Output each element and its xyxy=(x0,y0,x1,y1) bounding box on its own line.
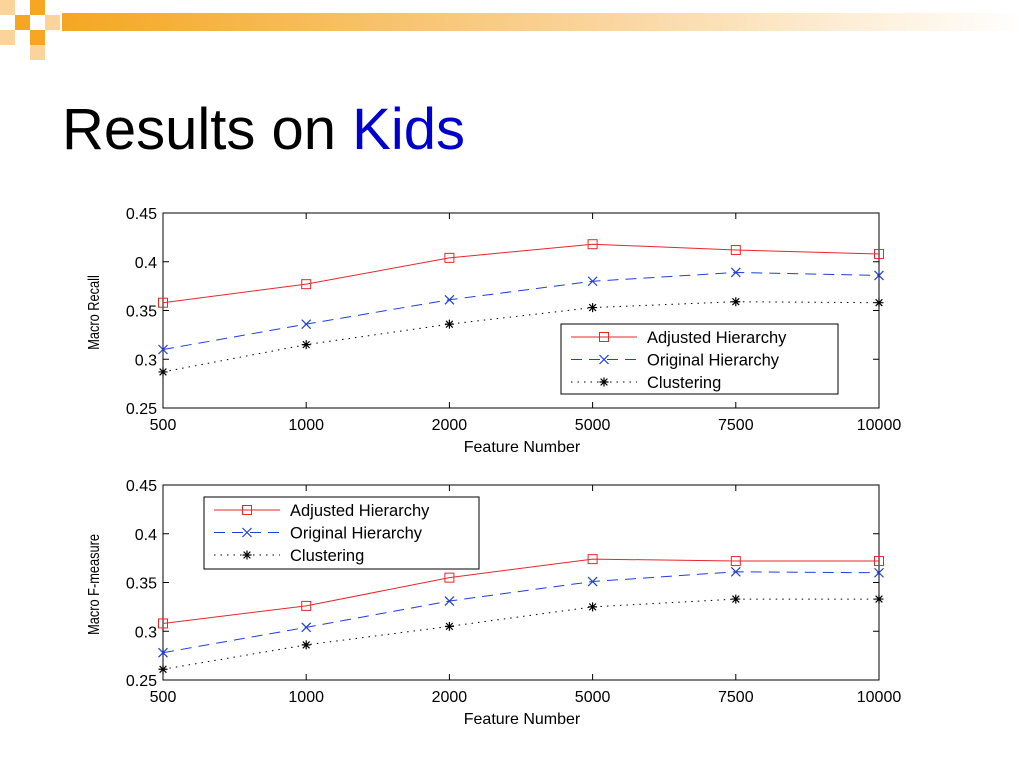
y-axis-label: Macro Recall xyxy=(86,275,104,350)
data-point xyxy=(158,344,168,355)
data-point xyxy=(588,602,598,612)
data-point xyxy=(874,594,884,604)
slide-decoration xyxy=(0,0,1024,60)
data-point xyxy=(158,647,168,658)
legend: Adjusted Hierarchy Original Hierarchy Clus… xyxy=(560,323,839,395)
x-tick-label: 2000 xyxy=(432,417,468,434)
data-point xyxy=(587,276,598,287)
series-line xyxy=(162,243,880,304)
title-accent: Kids xyxy=(352,97,465,162)
data-point xyxy=(301,600,312,611)
data-point xyxy=(444,294,455,305)
title-prefix: Results on xyxy=(62,97,337,162)
x-tick-label: 10000 xyxy=(857,689,902,706)
decor-square xyxy=(0,30,15,45)
x-tick-label: 5000 xyxy=(575,417,611,434)
legend-marker xyxy=(242,527,252,538)
data-point xyxy=(730,267,741,278)
x-tick-label: 1000 xyxy=(288,689,324,706)
data-point xyxy=(587,554,598,565)
legend-marker xyxy=(242,550,252,560)
data-point xyxy=(587,239,598,250)
data-point xyxy=(444,252,455,263)
decor-square xyxy=(30,0,45,15)
data-point xyxy=(731,297,741,307)
data-point xyxy=(874,567,884,578)
x-tick-label: 10000 xyxy=(857,417,902,434)
data-point xyxy=(874,556,884,567)
legend-label: Clustering xyxy=(290,547,364,565)
y-tick-label: 0.4 xyxy=(135,527,157,544)
y-tick-label: 0.35 xyxy=(126,576,157,593)
legend: Adjusted Hierarchy Original Hierarchy Clus… xyxy=(203,496,480,570)
decor-square xyxy=(45,15,60,30)
legend-marker xyxy=(599,354,609,365)
x-axis-label: Feature Number xyxy=(464,711,581,728)
legend-label: Original Hierarchy xyxy=(647,352,780,370)
data-point xyxy=(444,596,455,606)
data-point xyxy=(730,566,741,577)
data-point xyxy=(444,621,454,631)
data-point xyxy=(444,319,454,329)
y-tick-label: 0.25 xyxy=(126,673,157,690)
x-tick-label: 1000 xyxy=(288,417,324,434)
y-tick-label: 0.35 xyxy=(126,304,157,321)
data-point xyxy=(301,622,312,633)
data-point xyxy=(301,279,312,290)
data-point xyxy=(730,556,741,567)
data-point xyxy=(588,303,598,313)
y-tick-label: 0.45 xyxy=(126,478,157,495)
data-point xyxy=(444,572,455,583)
data-point xyxy=(301,340,311,350)
slide-title: Results on Kids xyxy=(62,95,465,165)
y-tick-label: 0.4 xyxy=(135,255,157,272)
decor-square xyxy=(30,45,45,60)
data-point xyxy=(874,248,884,259)
legend-label: Clustering xyxy=(647,374,721,392)
decor-square xyxy=(30,30,45,45)
data-point xyxy=(730,245,741,256)
series-line xyxy=(162,271,880,350)
data-point xyxy=(158,367,168,377)
x-tick-label: 2000 xyxy=(432,689,468,706)
data-point xyxy=(874,270,884,281)
data-point xyxy=(158,618,168,629)
y-axis-label: Macro F-measure xyxy=(86,534,104,635)
data-point xyxy=(587,576,598,587)
x-tick-label: 7500 xyxy=(718,417,754,434)
y-tick-label: 0.3 xyxy=(135,352,157,369)
decor-square xyxy=(0,0,15,15)
x-tick-label: 500 xyxy=(150,689,177,706)
legend-label: Adjusted Hierarchy xyxy=(647,329,787,347)
data-point xyxy=(731,594,741,604)
data-point xyxy=(158,664,168,674)
x-tick-label: 500 xyxy=(150,417,177,434)
legend-marker xyxy=(242,505,252,515)
data-point xyxy=(301,319,312,330)
x-tick-label: 5000 xyxy=(575,689,611,706)
legend-marker xyxy=(599,332,609,342)
legend-label: Adjusted Hierarchy xyxy=(290,502,430,520)
header-band xyxy=(62,13,1024,31)
x-axis-label: Feature Number xyxy=(464,439,581,456)
legend-label: Original Hierarchy xyxy=(290,525,423,543)
y-tick-label: 0.25 xyxy=(126,401,157,418)
legend-marker xyxy=(599,377,609,387)
data-point xyxy=(874,298,884,308)
chart-1: 500 1000 2000 5000 7500 10000 0.25 0.3 0.35 0.4 0.… xyxy=(86,206,902,456)
chart-2: 500 1000 2000 5000 7500 10000 0.25 0.3 0.35 0.4 0.… xyxy=(86,478,902,728)
y-tick-label: 0.45 xyxy=(126,206,157,223)
series-line xyxy=(162,558,879,624)
decor-square xyxy=(15,15,30,30)
y-tick-label: 0.3 xyxy=(135,624,157,641)
x-tick-label: 7500 xyxy=(718,689,754,706)
data-point xyxy=(301,640,311,650)
data-point xyxy=(158,297,168,308)
series-line xyxy=(162,571,880,654)
